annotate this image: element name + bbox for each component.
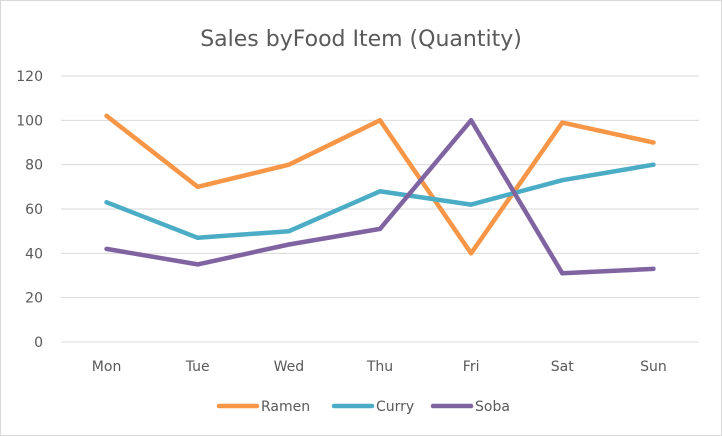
data-point-soba-mon (104, 246, 109, 252)
x-tick-label: Mon (92, 359, 122, 375)
data-point-curry-tue (195, 235, 200, 241)
chart-title: Sales byFood Item (Quantity) (200, 27, 522, 52)
x-axis-ticks: Mon Tue Wed Thu Fri Sat Sun (92, 359, 667, 375)
data-point-ramen-wed (286, 162, 292, 167)
legend-label-ramen: Ramen (261, 399, 310, 415)
y-tick-label: 40 (25, 246, 43, 262)
legend-label-curry: Curry (376, 399, 414, 415)
series-lines (104, 113, 656, 276)
data-point-curry-mon (104, 200, 109, 205)
x-tick-label: Tue (185, 359, 210, 375)
data-point-soba-fri (468, 118, 474, 123)
series-line-soba (104, 118, 656, 276)
gridlines (61, 75, 699, 343)
x-tick-label: Wed (274, 359, 305, 375)
data-point-ramen-fri (468, 251, 474, 256)
legend: Ramen Curry Soba (216, 399, 510, 415)
legend-label-soba: Soba (475, 399, 510, 415)
x-tick-label: Thu (366, 359, 393, 375)
data-point-ramen-thu (377, 118, 383, 123)
data-point-curry-sat (560, 177, 565, 183)
y-tick-label: 120 (16, 69, 43, 85)
y-tick-label: 80 (25, 158, 43, 174)
data-point-soba-wed (286, 242, 292, 247)
data-point-curry-sun (651, 162, 656, 167)
y-tick-label: 0 (34, 335, 43, 351)
data-point-curry-thu (377, 189, 383, 194)
y-tick-label: 100 (16, 113, 43, 129)
data-point-curry-wed (286, 228, 292, 234)
data-point-ramen-sat (560, 120, 565, 125)
y-tick-label: 20 (25, 291, 43, 307)
data-point-ramen-sun (651, 140, 656, 145)
y-tick-label: 60 (25, 202, 43, 218)
y-axis-ticks: 0 20 40 60 80 100 120 (16, 69, 43, 351)
x-tick-label: Fri (463, 359, 480, 375)
data-point-curry-fri (468, 202, 474, 207)
data-point-ramen-mon (104, 113, 109, 119)
x-tick-label: Sat (551, 359, 574, 375)
data-point-soba-tue (195, 262, 200, 267)
data-point-soba-sun (651, 266, 656, 272)
data-point-ramen-tue (195, 184, 200, 190)
x-tick-label: Sun (640, 359, 667, 375)
data-point-soba-sat (560, 271, 565, 276)
data-point-soba-thu (377, 226, 383, 232)
